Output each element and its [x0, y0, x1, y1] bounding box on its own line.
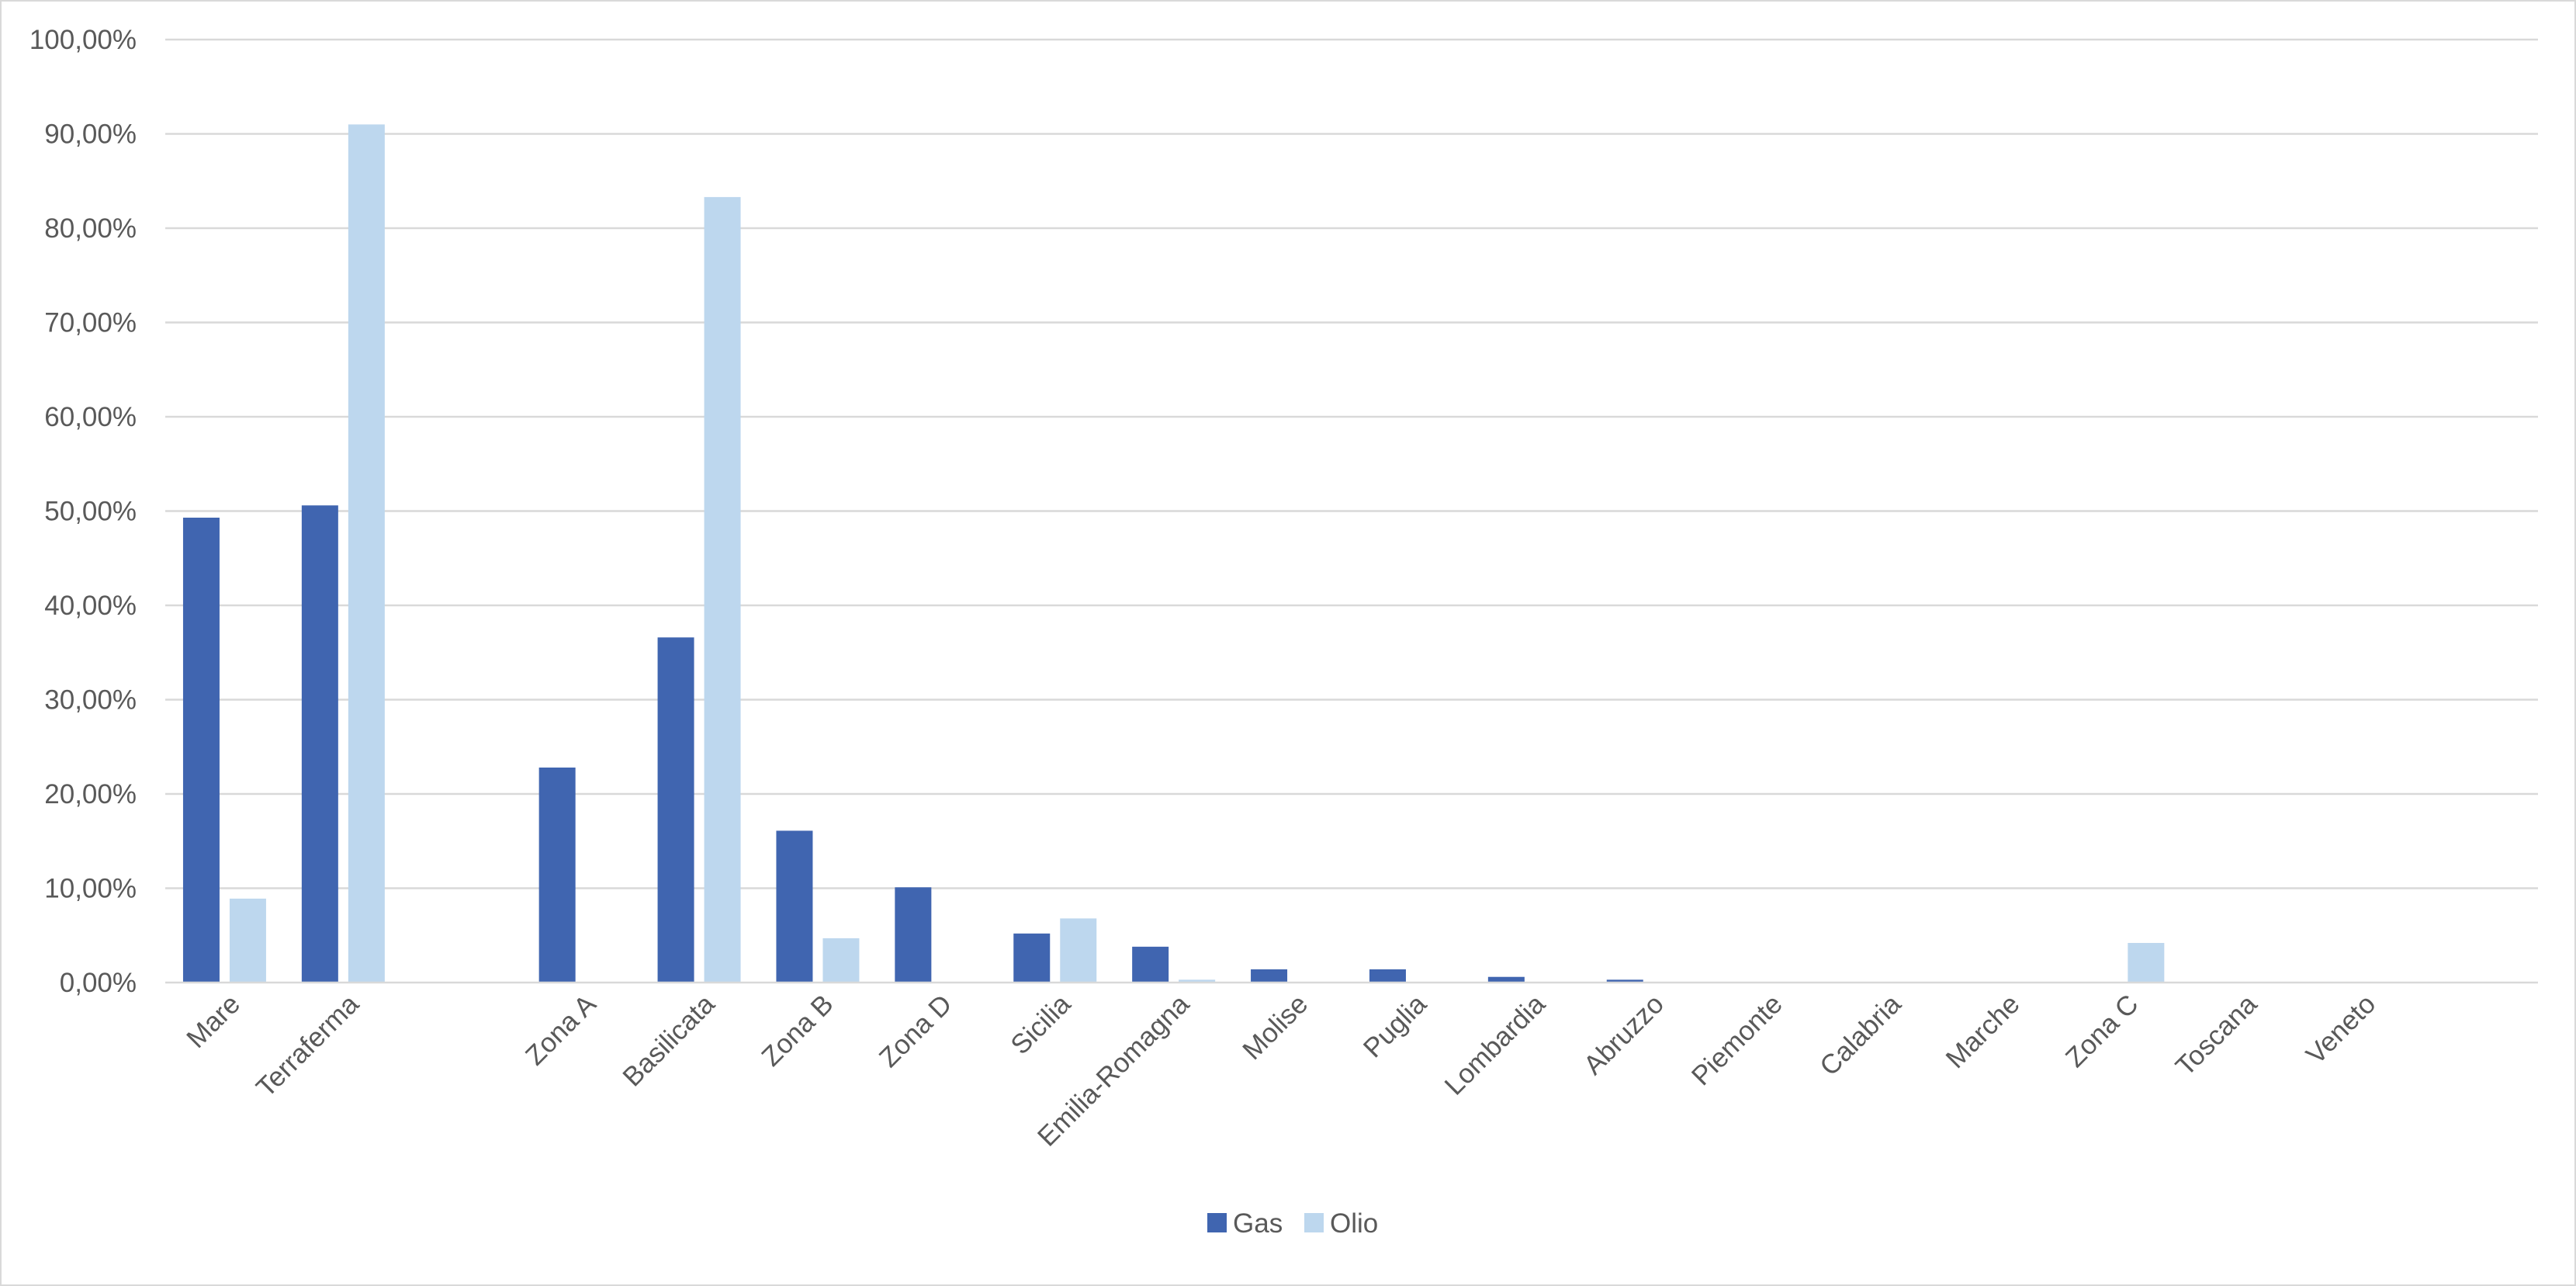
bar-olio-sicilia — [1060, 918, 1097, 983]
bar-gas-molise — [1251, 969, 1288, 983]
y-tick-label: 90,00% — [44, 120, 137, 150]
x-category-label: Sicilia — [1005, 989, 1077, 1061]
bar-gas-zona-b — [776, 830, 813, 983]
bar-gas-abruzzo — [1606, 979, 1643, 983]
x-category-label: Marche — [1940, 989, 2025, 1074]
x-category-label: Abruzzo — [1578, 989, 1670, 1080]
y-tick-label: 0,00% — [60, 968, 137, 998]
x-category-label: Zona A — [520, 989, 602, 1071]
bar-olio-zona-b — [822, 938, 860, 983]
y-tick-label: 30,00% — [44, 685, 137, 716]
x-category-label: Mare — [181, 989, 246, 1054]
bar-olio-basilicata — [704, 196, 741, 983]
gridlines — [165, 38, 2538, 889]
y-tick-label: 70,00% — [44, 308, 137, 338]
x-category-label: Zona D — [874, 989, 958, 1073]
x-category-label: Veneto — [2301, 989, 2382, 1070]
bar-gas-sicilia — [1013, 933, 1051, 983]
bars — [182, 124, 2165, 983]
x-category-label: Piemonte — [1686, 989, 1788, 1091]
bar-olio-emilia-romagna — [1179, 979, 1216, 983]
bar-gas-mare — [182, 518, 220, 983]
legend-label-gas: Gas — [1233, 1208, 1283, 1239]
x-category-label: Puglia — [1358, 989, 1433, 1064]
y-tick-label: 10,00% — [44, 874, 137, 904]
x-category-label: Lombardia — [1439, 989, 1551, 1101]
legend: Gas Olio — [1207, 1208, 1378, 1239]
y-tick-label: 100,00% — [29, 25, 137, 55]
bar-gas-puglia — [1369, 969, 1406, 983]
bar-gas-terraferma — [301, 505, 338, 983]
y-axis-ticks: 0,00% 10,00% 20,00% 30,00% 40,00% 50,00% 60,00… — [29, 25, 137, 998]
x-category-label: Molise — [1237, 989, 1314, 1066]
bar-olio-terraferma — [348, 124, 385, 983]
y-tick-label: 50,00% — [44, 497, 137, 527]
bar-gas-zona-d — [895, 887, 932, 983]
legend-label-olio: Olio — [1330, 1208, 1378, 1239]
bar-olio-mare — [229, 898, 266, 983]
x-axis-category-labels: Mare Terraferma Zona A Basilicata Zona B Zona… — [181, 989, 2381, 1153]
x-category-label: Basilicata — [617, 989, 721, 1093]
x-category-label: Calabria — [1814, 989, 1907, 1082]
y-tick-label: 40,00% — [44, 591, 137, 621]
y-tick-label: 60,00% — [44, 402, 137, 432]
bar-gas-emilia-romagna — [1132, 946, 1169, 983]
legend-swatch-olio — [1304, 1213, 1324, 1232]
bar-gas-lombardia — [1487, 976, 1525, 983]
x-category-label: Zona B — [756, 989, 839, 1072]
legend-swatch-gas — [1207, 1213, 1227, 1232]
x-category-label: Zona C — [2060, 989, 2145, 1073]
bar-gas-zona-a — [538, 767, 576, 983]
y-tick-label: 20,00% — [44, 779, 137, 809]
x-category-label: Toscana — [2170, 989, 2263, 1082]
bar-olio-zona-c — [2128, 942, 2165, 983]
bar-gas-basilicata — [657, 637, 694, 983]
x-category-label: Terraferma — [251, 989, 365, 1104]
y-tick-label: 80,00% — [44, 213, 137, 244]
